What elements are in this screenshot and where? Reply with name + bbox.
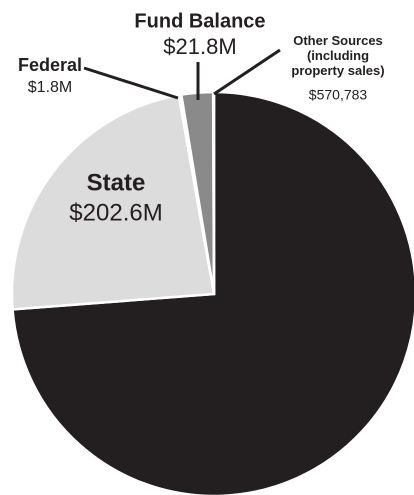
federal-pointer [83, 66, 179, 100]
slice [211, 90, 216, 295]
slice-label: Federal [18, 55, 82, 75]
slice-value: $21.8M [163, 34, 236, 59]
slice [10, 93, 216, 311]
leader-lines [83, 48, 281, 100]
other-pointer [213, 48, 281, 96]
slice-label: Other Sources (including property sales) [291, 33, 384, 78]
slice-label: Local [253, 312, 331, 345]
slice-value: $202.6M [69, 199, 162, 226]
slice-label-line: (including [307, 48, 369, 63]
slice [11, 90, 414, 495]
slice-label: Fund Balance [134, 10, 265, 32]
slice-value: $1.8M [28, 79, 72, 96]
slice-value: $570,783 [309, 87, 368, 103]
slice-label-line: property sales) [291, 63, 384, 78]
slice-value: $638.3M [241, 343, 342, 373]
slices [10, 90, 414, 495]
slice-label-line: Other Sources [293, 33, 383, 48]
slice-label: State [87, 169, 146, 196]
